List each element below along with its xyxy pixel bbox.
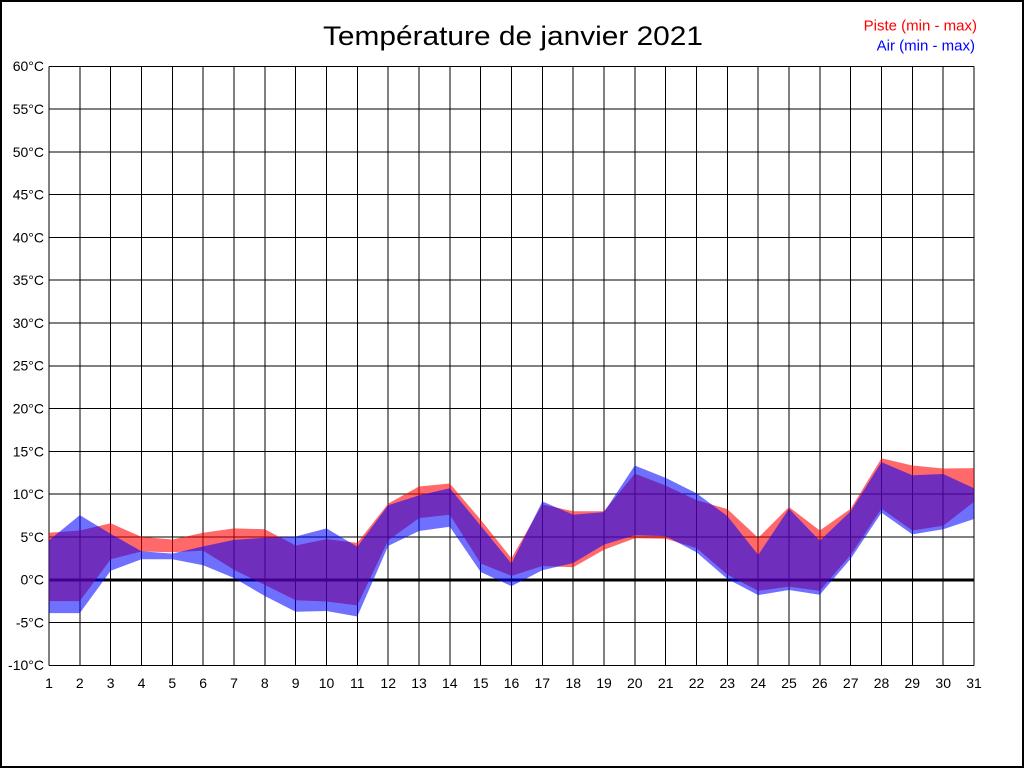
svg-text:20: 20 (627, 675, 643, 691)
svg-text:16: 16 (504, 675, 520, 691)
svg-text:7: 7 (230, 675, 238, 691)
svg-text:15°C: 15°C (13, 443, 44, 459)
svg-text:10: 10 (319, 675, 335, 691)
svg-text:20°C: 20°C (13, 401, 44, 417)
svg-text:17: 17 (535, 675, 551, 691)
svg-text:6: 6 (199, 675, 207, 691)
svg-text:21: 21 (658, 675, 674, 691)
svg-text:23: 23 (720, 675, 736, 691)
svg-text:3: 3 (107, 675, 115, 691)
svg-text:24: 24 (750, 675, 766, 691)
svg-text:29: 29 (905, 675, 921, 691)
svg-text:10°C: 10°C (13, 486, 44, 502)
svg-text:13: 13 (411, 675, 427, 691)
svg-text:50°C: 50°C (13, 144, 44, 160)
svg-text:35°C: 35°C (13, 272, 44, 288)
svg-text:30°C: 30°C (13, 315, 44, 331)
svg-text:Température de janvier 2021: Température de janvier 2021 (323, 21, 703, 51)
svg-text:Air (min - max): Air (min - max) (877, 38, 975, 55)
svg-text:5°C: 5°C (21, 529, 45, 545)
svg-text:30: 30 (935, 675, 951, 691)
svg-text:2: 2 (76, 675, 84, 691)
svg-text:Piste (min - max): Piste (min - max) (864, 18, 977, 35)
svg-text:-5°C: -5°C (16, 614, 44, 630)
svg-text:27: 27 (843, 675, 859, 691)
svg-text:4: 4 (138, 675, 146, 691)
svg-text:31: 31 (966, 675, 982, 691)
svg-text:5: 5 (168, 675, 176, 691)
svg-text:0°C: 0°C (21, 572, 45, 588)
svg-text:-10°C: -10°C (8, 657, 44, 673)
svg-text:26: 26 (812, 675, 828, 691)
svg-text:28: 28 (874, 675, 890, 691)
svg-text:22: 22 (689, 675, 705, 691)
svg-text:18: 18 (565, 675, 581, 691)
svg-text:14: 14 (442, 675, 458, 691)
svg-text:11: 11 (350, 675, 365, 691)
svg-text:1: 1 (45, 675, 53, 691)
svg-text:25°C: 25°C (13, 358, 44, 374)
svg-text:60°C: 60°C (13, 58, 44, 74)
svg-text:9: 9 (292, 675, 300, 691)
svg-text:25: 25 (781, 675, 797, 691)
svg-text:55°C: 55°C (13, 101, 44, 117)
svg-text:15: 15 (473, 675, 489, 691)
svg-text:45°C: 45°C (13, 187, 44, 203)
svg-text:8: 8 (261, 675, 269, 691)
svg-text:19: 19 (596, 675, 612, 691)
svg-text:12: 12 (380, 675, 396, 691)
svg-text:40°C: 40°C (13, 229, 44, 245)
